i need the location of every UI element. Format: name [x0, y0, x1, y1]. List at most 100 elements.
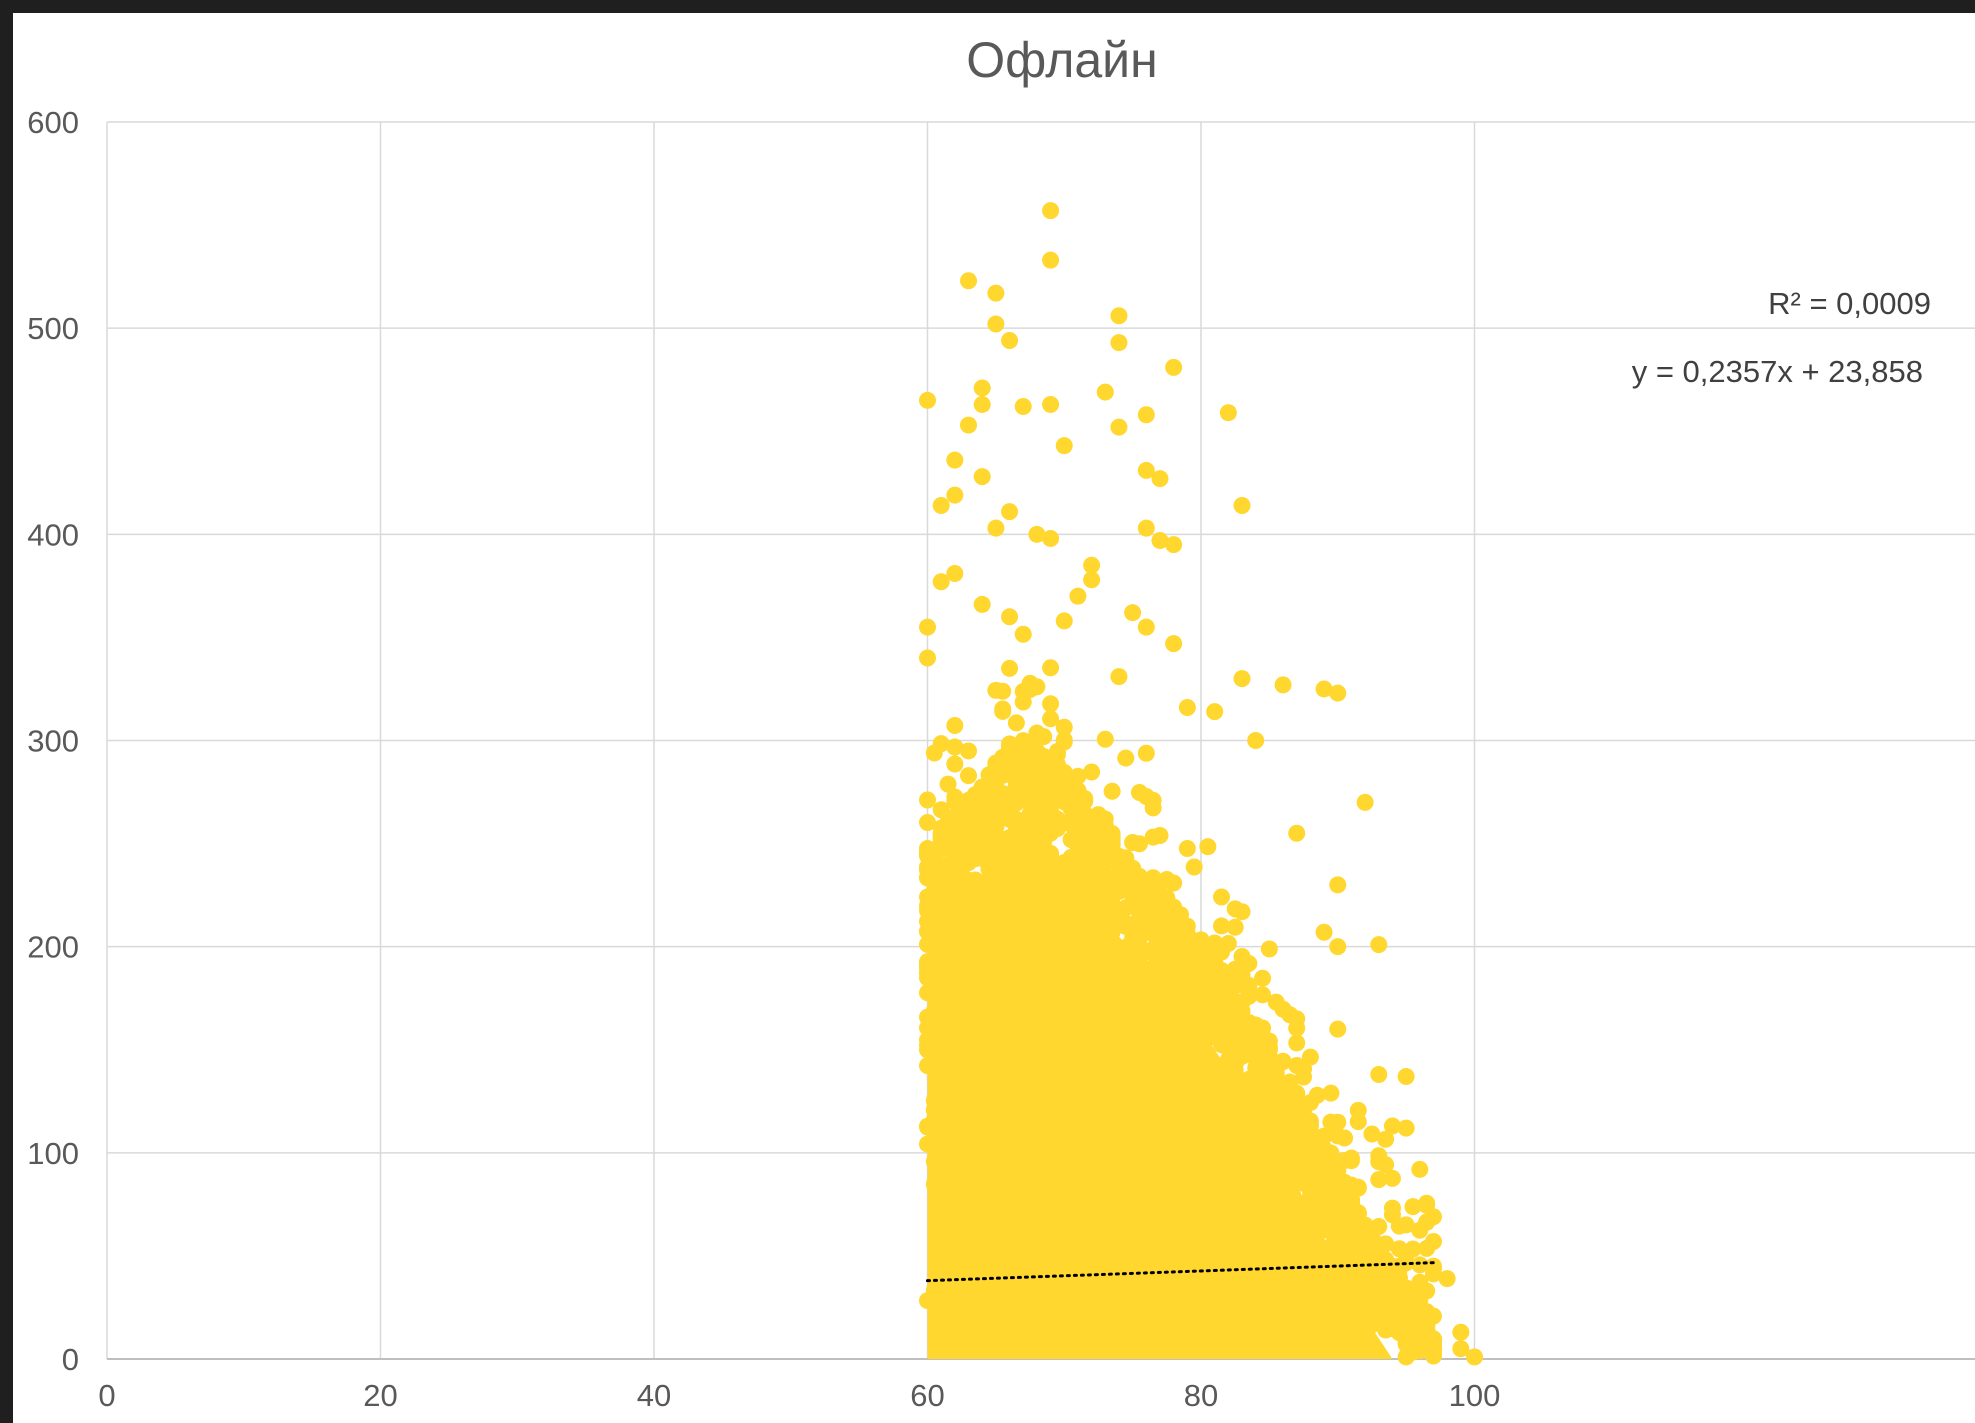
scatter-point [994, 893, 1012, 911]
scatter-point [1206, 984, 1224, 1002]
scatter-point [1226, 918, 1244, 936]
scatter-point [1315, 923, 1333, 941]
scatter-point [932, 573, 950, 591]
scatter-point [1411, 1319, 1429, 1337]
scatter-point [946, 451, 964, 469]
scatter-point [1254, 969, 1272, 987]
scatter-point [1370, 1147, 1388, 1165]
scatter-point [1452, 1323, 1470, 1341]
scatter-point [1295, 1060, 1313, 1078]
scatter-point [1007, 781, 1025, 799]
scatter-point [1233, 670, 1251, 688]
scatter-point [1096, 909, 1114, 927]
scatter-point [1151, 1151, 1169, 1169]
scatter-point [1096, 730, 1114, 748]
scatter-point [1001, 608, 1019, 626]
scatter-point [925, 929, 943, 947]
scatter-point [1096, 383, 1114, 401]
scatter-point [1001, 912, 1019, 930]
scatter-point [973, 1290, 991, 1308]
y-tick-label: 600 [27, 105, 79, 140]
scatter-point [1185, 1273, 1203, 1291]
scatter-point [1137, 519, 1155, 537]
scatter-point [1028, 938, 1046, 956]
scatter-point [1288, 1146, 1306, 1164]
scatter-point [1124, 1022, 1142, 1040]
scatter-point [1055, 903, 1073, 921]
scatter-point [1110, 418, 1128, 436]
scatter-point [1199, 838, 1217, 856]
scatter-point [1089, 1189, 1107, 1207]
scatter-point [1028, 724, 1046, 742]
scatter-point [939, 951, 957, 969]
scatter-point [973, 1229, 991, 1247]
scatter-point [966, 1064, 984, 1082]
scatter-point [1260, 1128, 1278, 1146]
scatter-point [1103, 1185, 1121, 1203]
scatter-point [1089, 1246, 1107, 1264]
scatter-point [1363, 1241, 1381, 1259]
chart-title: Офлайн [966, 32, 1157, 88]
scatter-point [1240, 1027, 1258, 1045]
scatter-point [1014, 398, 1032, 416]
scatter-point [973, 792, 991, 810]
scatter-point [1014, 1216, 1032, 1234]
scatter-point [1076, 852, 1094, 870]
scatter-point [1226, 1289, 1244, 1307]
scatter-point [1329, 1020, 1347, 1038]
scatter-point [919, 391, 936, 409]
scatter-point [1151, 958, 1169, 976]
scatter-point [1014, 936, 1032, 954]
scatter-point [1137, 1253, 1155, 1271]
scatter-point [919, 649, 936, 667]
scatter-point [1171, 1215, 1189, 1233]
scatter-point [1014, 1071, 1032, 1089]
scatter-point [1308, 1147, 1326, 1165]
scatter-point [1247, 1144, 1265, 1162]
scatter-point [1281, 1082, 1299, 1100]
scatter-point [1042, 1086, 1060, 1104]
y-tick-label: 0 [62, 1342, 79, 1377]
y-tick-label: 400 [27, 517, 79, 552]
scatter-point [1089, 1227, 1107, 1245]
scatter-point [1165, 1012, 1183, 1030]
scatter-point [1363, 1125, 1381, 1143]
scatter-point [1178, 699, 1196, 717]
scatter-point [1089, 877, 1107, 895]
y-tick-label: 500 [27, 311, 79, 346]
scatter-point [1295, 1174, 1313, 1192]
scatter-point [1288, 1034, 1306, 1052]
scatter-point [1042, 890, 1060, 908]
scatter-point [1274, 1267, 1292, 1285]
scatter-point [1383, 1316, 1401, 1334]
scatter-point [925, 875, 943, 893]
scatter-point [946, 827, 964, 845]
scatter-point [953, 949, 971, 967]
scatter-point [1206, 1016, 1224, 1034]
scatter-point [946, 755, 964, 773]
scatter-point [1171, 958, 1189, 976]
scatter-point [925, 744, 943, 762]
scatter-point [1274, 1168, 1292, 1186]
scatter-point [1089, 1304, 1107, 1322]
scatter-point [1021, 890, 1039, 908]
scatter-point [1001, 1029, 1019, 1047]
scatter-point [1165, 1027, 1183, 1045]
scatter-point [1069, 978, 1087, 996]
scatter-point [932, 496, 950, 514]
scatter-point [919, 791, 936, 809]
scatter-point [1206, 703, 1224, 721]
scatter-point [1260, 1302, 1278, 1320]
scatter-point [1274, 1122, 1292, 1140]
x-tick-label: 100 [1449, 1378, 1501, 1413]
scatter-point [1124, 1007, 1142, 1025]
scatter-point [1042, 1012, 1060, 1030]
scatter-point [1007, 1042, 1025, 1060]
scatter-point [973, 1026, 991, 1044]
scatter-point [1083, 976, 1101, 994]
scatter-point [1042, 1269, 1060, 1287]
scatter-point [1137, 1231, 1155, 1249]
scatter-point [1028, 525, 1046, 543]
scatter-point [1219, 1168, 1237, 1186]
scatter-point [1424, 1330, 1442, 1348]
